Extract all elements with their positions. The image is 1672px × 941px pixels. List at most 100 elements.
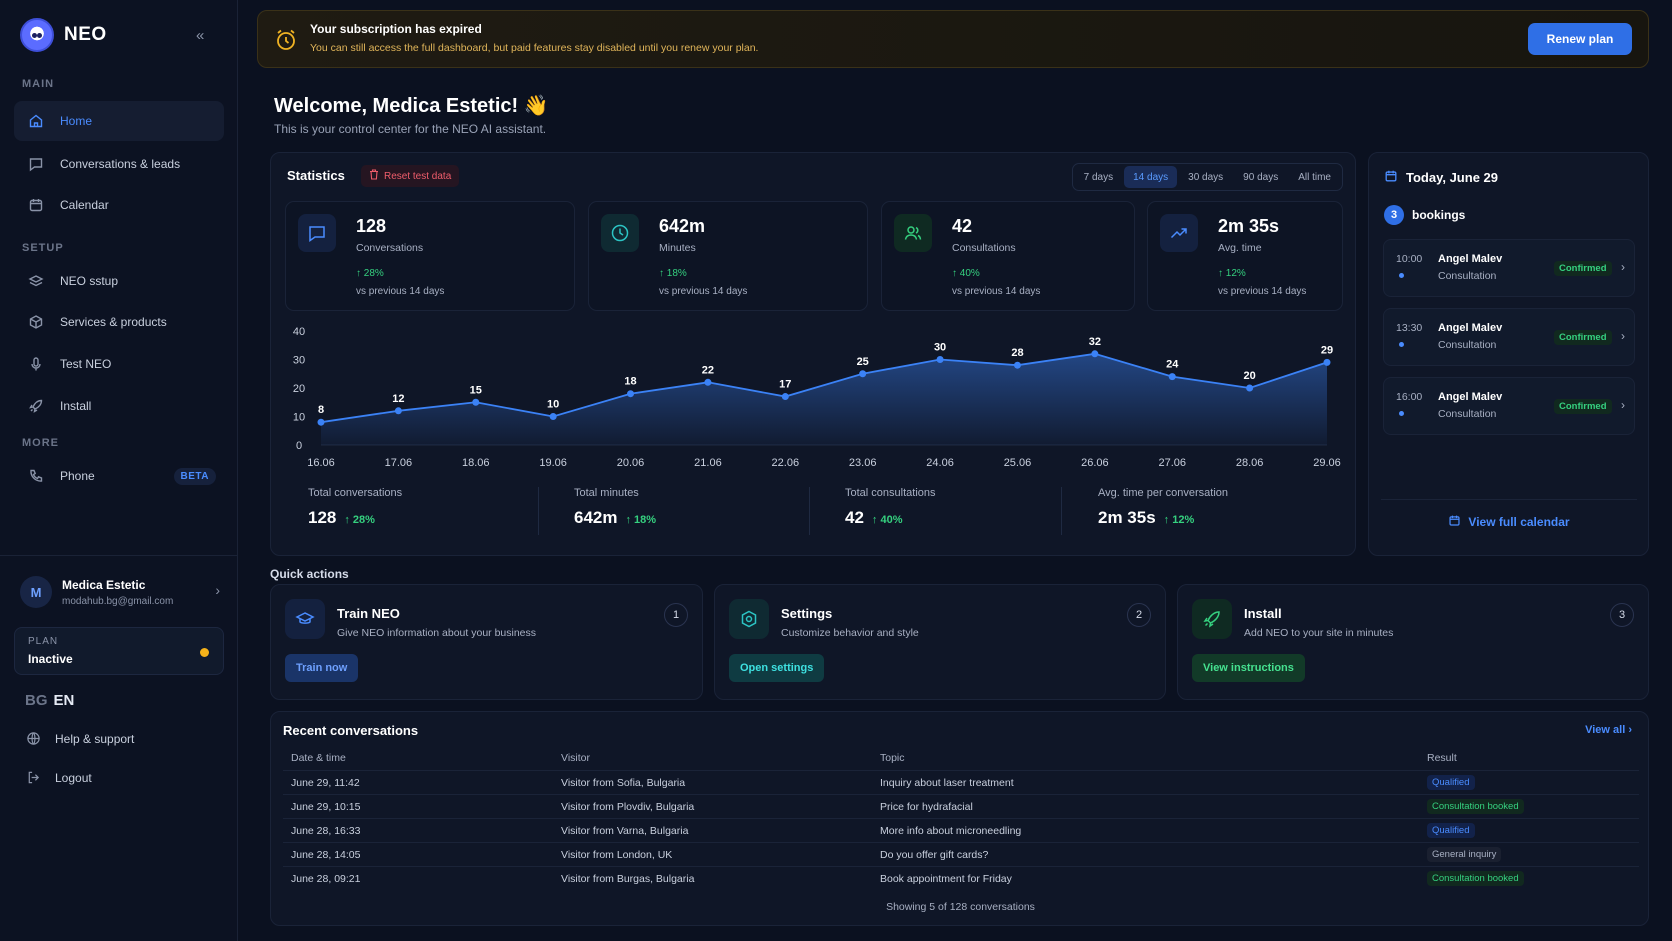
sidebar-item-label: Phone <box>60 469 95 483</box>
statistics-card: Statistics Reset test data 7 days 14 day… <box>270 152 1356 556</box>
plan-status[interactable]: PLAN Inactive <box>14 627 224 675</box>
table-row[interactable]: June 29, 11:42 Visitor from Sofia, Bulga… <box>283 770 1639 794</box>
sidebar-item-home[interactable]: Home <box>14 101 224 141</box>
sidebar-item-label: Test NEO <box>60 357 112 371</box>
metric-consultations: 42 Consultations ↑ 40% vs previous 14 da… <box>881 201 1135 311</box>
tab-7-days[interactable]: 7 days <box>1083 171 1114 183</box>
recent-conversations-card: Recent conversations View all › Date & t… <box>270 711 1649 926</box>
sidebar-item-phone[interactable]: Phone BETA <box>14 456 224 496</box>
x-tick-label: 29.06 <box>1313 457 1341 469</box>
beta-badge: BETA <box>173 467 216 485</box>
plan-label: PLAN <box>28 636 59 647</box>
chevron-right-icon: › <box>1621 329 1625 343</box>
sidebar-item-services[interactable]: Services & products <box>14 302 224 342</box>
x-tick-label: 22.06 <box>772 457 800 469</box>
data-point <box>317 418 325 426</box>
cell-visitor: Visitor from Varna, Bulgaria <box>561 825 689 837</box>
tab-90-days[interactable]: 90 days <box>1243 171 1279 183</box>
booking-item[interactable]: 13:30 Angel Malev Consultation Confirmed… <box>1383 308 1635 366</box>
help-support-link[interactable]: Help & support <box>26 731 134 746</box>
section-label-more: MORE <box>22 437 59 449</box>
view-instructions-button[interactable]: View instructions <box>1192 654 1305 682</box>
section-label-setup: SETUP <box>22 242 64 254</box>
data-point <box>704 378 712 386</box>
table-row[interactable]: June 28, 16:33 Visitor from Varna, Bulga… <box>283 818 1639 842</box>
booking-time: 16:00 <box>1396 391 1423 403</box>
home-icon <box>28 113 44 129</box>
train-now-button[interactable]: Train now <box>285 654 359 682</box>
banner-text: You can still access the full dashboard,… <box>310 42 759 54</box>
metric-label: Avg. time <box>1218 242 1262 254</box>
user-name: Medica Estetic <box>62 577 146 592</box>
data-label: 17 <box>779 379 791 391</box>
tab-all-time[interactable]: All time <box>1298 171 1331 183</box>
lang-en[interactable]: EN <box>53 692 75 709</box>
view-all-link[interactable]: View all › <box>1585 724 1632 736</box>
view-full-calendar-link[interactable]: View full calendar <box>1381 499 1637 543</box>
total-avg-time: Avg. time per conversation 2m 35s ↑ 12% <box>1098 479 1228 539</box>
chat-icon <box>298 214 336 252</box>
page-title: Welcome, Medica Estetic! 👋 <box>274 95 549 117</box>
statistics-title: Statistics <box>287 168 345 183</box>
table-row[interactable]: June 29, 10:15 Visitor from Plovdiv, Bul… <box>283 794 1639 818</box>
tab-30-days[interactable]: 30 days <box>1188 171 1224 183</box>
booking-time: 13:30 <box>1396 322 1423 334</box>
x-tick-label: 27.06 <box>1158 457 1186 469</box>
lang-bg[interactable]: BG <box>25 692 48 709</box>
x-tick-label: 21.06 <box>694 457 722 469</box>
sidebar-item-neo-setup[interactable]: NEO sstup <box>14 261 224 301</box>
trash-icon <box>369 169 379 183</box>
booking-name: Angel Malev <box>1438 322 1503 334</box>
total-value: 42 <box>845 508 864 527</box>
booking-dot <box>1399 342 1404 347</box>
logout-link[interactable]: Logout <box>26 770 92 785</box>
booking-item[interactable]: 16:00 Angel Malev Consultation Confirmed… <box>1383 377 1635 435</box>
sidebar-item-conversations[interactable]: Conversations & leads <box>14 144 224 184</box>
sidebar-item-test-neo[interactable]: Test NEO <box>14 344 224 384</box>
todays-bookings-card: Today, June 29 3 bookings 10:00 Angel Ma… <box>1368 152 1649 556</box>
divider <box>1061 487 1062 535</box>
total-label: Total consultations <box>845 487 936 499</box>
data-label: 30 <box>934 342 946 354</box>
x-tick-label: 24.06 <box>926 457 954 469</box>
page-subtitle: This is your control center for the NEO … <box>274 122 547 136</box>
data-label: 28 <box>1011 347 1023 359</box>
booking-type: Consultation <box>1438 408 1497 420</box>
reset-test-data-button[interactable]: Reset test data <box>361 165 460 187</box>
metric-label: Conversations <box>356 242 424 254</box>
view-all-label: View all <box>1585 724 1626 736</box>
metric-delta: ↑ 28% <box>356 268 384 279</box>
data-point <box>1091 350 1099 358</box>
chart-area <box>321 353 1327 445</box>
count-badge: 3 <box>1384 205 1404 225</box>
trending-up-icon <box>1160 214 1198 252</box>
cell-date: June 28, 09:21 <box>291 873 361 885</box>
table-row[interactable]: June 28, 14:05 Visitor from London, UK D… <box>283 842 1639 866</box>
cell-visitor: Visitor from Plovdiv, Bulgaria <box>561 801 695 813</box>
user-profile[interactable]: M Medica Estetic modahub.bg@gmail.com › <box>20 574 220 610</box>
tab-14-days[interactable]: 14 days <box>1124 166 1178 188</box>
collapse-sidebar-icon[interactable]: « <box>196 27 205 44</box>
booking-item[interactable]: 10:00 Angel Malev Consultation Confirmed… <box>1383 239 1635 297</box>
action-name: Train NEO <box>337 606 400 621</box>
total-value: 642m <box>574 508 618 527</box>
sidebar-item-install[interactable]: Install <box>14 386 224 426</box>
sidebar-item-label: Calendar <box>60 198 109 212</box>
logo[interactable]: NEO <box>20 18 107 52</box>
result-badge: General inquiry <box>1427 847 1502 862</box>
metric-comparison: vs previous 14 days <box>659 286 748 297</box>
date-range-tabs: 7 days 14 days 30 days 90 days All time <box>1071 163 1343 191</box>
logout-icon <box>26 770 41 785</box>
table-row[interactable]: June 28, 09:21 Visitor from Burgas, Bulg… <box>283 866 1639 890</box>
renew-plan-button[interactable]: Renew plan <box>1528 23 1632 55</box>
total-delta: ↑ 40% <box>871 514 903 526</box>
metric-value: 42 <box>952 216 973 236</box>
series-line <box>320 352 1328 424</box>
y-tick-label: 20 <box>293 383 305 395</box>
open-settings-button[interactable]: Open settings <box>729 654 825 682</box>
sidebar-item-calendar[interactable]: Calendar <box>14 185 224 225</box>
settings-icon <box>729 599 769 639</box>
data-point <box>627 390 635 398</box>
pagination-summary: Showing 5 of 128 conversations <box>886 901 1035 913</box>
data-point <box>859 370 867 378</box>
